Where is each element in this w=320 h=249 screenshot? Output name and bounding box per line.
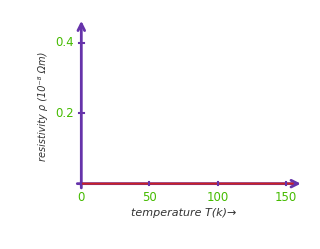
Text: 0: 0 <box>78 191 85 204</box>
Text: 100: 100 <box>206 191 229 204</box>
Text: 0.4: 0.4 <box>55 36 74 49</box>
Text: 50: 50 <box>142 191 157 204</box>
Text: 0.2: 0.2 <box>55 107 74 120</box>
Text: 150: 150 <box>275 191 297 204</box>
Text: resistivity ρ (10⁻⁸ Ωm): resistivity ρ (10⁻⁸ Ωm) <box>38 52 48 161</box>
Text: temperature T(k)→: temperature T(k)→ <box>131 208 236 218</box>
